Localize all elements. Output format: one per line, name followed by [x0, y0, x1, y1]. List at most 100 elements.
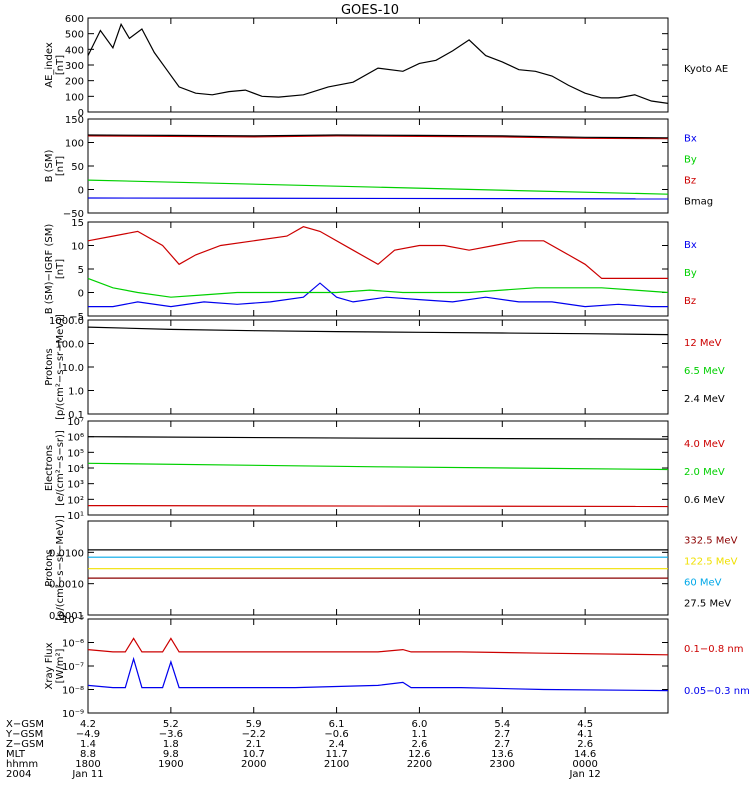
y-axis-label: Protons	[44, 549, 55, 586]
x-axis-annotations: X−GSMY−GSMZ−GSMMLThhmm20044.2−4.91.48.81…	[5, 719, 601, 780]
y-axis-label: Protons	[44, 348, 55, 385]
legend-label: 2.0 MeV	[684, 467, 725, 478]
x-tick-label: 2000	[241, 759, 266, 770]
legend-label: Bz	[684, 296, 696, 307]
y-axis-label: [e/(cm²−s−sr)]	[55, 430, 66, 506]
y-tick-label: 50	[71, 162, 84, 173]
y-tick-label: 10⁻⁷	[62, 662, 84, 673]
series-line-0-6-mev	[87, 436, 669, 440]
x-row-label: MLT	[6, 749, 26, 760]
x-tick-label: 1800	[75, 759, 100, 770]
series-line-2-0-mev	[87, 462, 669, 471]
x-tick-label: Jan 11	[71, 769, 103, 780]
panel-frame	[87, 520, 669, 616]
series-line-bz	[87, 226, 668, 279]
series-line-by	[87, 179, 669, 195]
panel-frame	[87, 420, 669, 516]
x-tick-label: 1.4	[80, 739, 96, 750]
legend-label: 12 MeV	[684, 338, 722, 349]
y-tick-label: 10⁴	[67, 464, 84, 475]
y-tick-label: 150	[65, 115, 84, 126]
y-tick-label: 0.1	[68, 410, 84, 421]
y-axis-label: B (SM)	[44, 149, 55, 182]
y-tick-label: 400	[65, 45, 84, 56]
series-line-0-05-0-3-nm	[87, 656, 669, 692]
y-tick-label: 10²	[67, 495, 84, 506]
y-tick-label: 0.0001	[49, 611, 84, 622]
y-tick-label: 100	[65, 92, 84, 103]
x-tick-label: 10.7	[243, 749, 265, 760]
y-tick-label: 0	[78, 186, 84, 197]
x-tick-label: 2200	[407, 759, 432, 770]
panel-frame	[87, 17, 669, 113]
panel-ae: 0 100 200 300 400 500 600 AE_index [nT] Kyoto AE	[44, 14, 728, 119]
x-tick-label: 1900	[158, 759, 183, 770]
series-line-kyoto-ae	[87, 22, 669, 104]
legend-label: Bz	[684, 176, 696, 187]
panel-electrons: 10¹ 10² 10³ 10⁴ 10⁵ 10⁶ 10⁷ Electrons [e/(cm²−s−…	[44, 417, 725, 522]
panel-frame	[87, 618, 669, 714]
legend-label: Kyoto AE	[684, 64, 728, 75]
series-line-bz	[87, 135, 669, 140]
y-tick-label: 15	[71, 218, 84, 229]
y-tick-label: −5	[69, 312, 84, 323]
x-tick-label: 2.4	[329, 739, 345, 750]
x-row-label: hhmm	[6, 759, 38, 770]
x-tick-label: 4.2	[80, 719, 96, 730]
series-line-bmag	[87, 134, 669, 139]
legend-label: 2.4 MeV	[684, 394, 725, 405]
y-tick-label: 10⁵	[67, 448, 84, 459]
y-tick-label: 100	[65, 139, 84, 150]
y-tick-label: 100.0	[55, 340, 84, 351]
x-tick-label: 0000	[572, 759, 597, 770]
x-tick-label: 4.1	[577, 729, 593, 740]
y-axis-label: AE_index	[44, 42, 55, 88]
x-tick-label: 13.6	[491, 749, 513, 760]
x-tick-label: 9.8	[163, 749, 179, 760]
x-row-label: X−GSM	[6, 719, 44, 730]
y-axis-label: Xray Flux	[44, 642, 55, 689]
y-tick-label: 300	[65, 61, 84, 72]
legend-label: Bx	[684, 240, 697, 251]
legend-label: 0.6 MeV	[684, 495, 725, 506]
legend-label: 60 MeV	[684, 578, 722, 589]
x-tick-label: 8.8	[80, 749, 96, 760]
x-tick-label: 2.7	[494, 729, 510, 740]
y-axis-label: B (SM)−IGRF (SM)	[44, 224, 55, 315]
x-tick-label: 2.6	[411, 739, 427, 750]
y-axis-label: [nT]	[55, 55, 66, 75]
x-tick-label: 2300	[490, 759, 515, 770]
y-tick-label: 10⁻⁸	[62, 686, 84, 697]
x-tick-label: 2.7	[494, 739, 510, 750]
y-axis-label: [p/(cm²−s−sr−MeV)]	[55, 314, 66, 420]
legend-label: Bx	[684, 134, 697, 145]
y-tick-label: 500	[65, 30, 84, 41]
y-axis-label: [nT]	[55, 259, 66, 279]
x-row-label: Y−GSM	[5, 729, 43, 740]
y-axis-label: [W/m²]	[55, 648, 66, 683]
legend-label: 122.5 MeV	[684, 557, 738, 568]
x-tick-label: 6.0	[411, 719, 427, 730]
legend-label: 27.5 MeV	[684, 599, 731, 610]
panel-dbsm: −5 0 5 10 15 B (SM)−IGRF (SM) [nT] Bx By Bz	[44, 218, 697, 323]
x-tick-label: 14.6	[574, 749, 596, 760]
figure-title: GOES-10	[341, 3, 399, 18]
legend-label: By	[684, 268, 697, 279]
y-axis-label: Electrons	[44, 445, 55, 491]
x-tick-label: 4.5	[577, 719, 593, 730]
x-tick-label: 6.1	[329, 719, 345, 730]
x-tick-label: −4.9	[76, 729, 100, 740]
y-tick-label: 5	[78, 265, 84, 276]
y-axis-label: [p/(cm²−s−sr−MeV)]	[55, 515, 66, 621]
x-tick-label: 1.1	[411, 729, 427, 740]
y-tick-label: 10³	[67, 480, 84, 491]
series-line-by	[87, 277, 669, 298]
x-tick-label: 12.6	[408, 749, 430, 760]
x-tick-label: 1.8	[163, 739, 179, 750]
y-tick-label: 0.0010	[49, 580, 84, 591]
y-tick-label: 10⁷	[67, 417, 84, 428]
panel-frame	[87, 221, 669, 317]
x-tick-label: 2.1	[246, 739, 262, 750]
y-tick-label: 1000.0	[49, 316, 84, 327]
